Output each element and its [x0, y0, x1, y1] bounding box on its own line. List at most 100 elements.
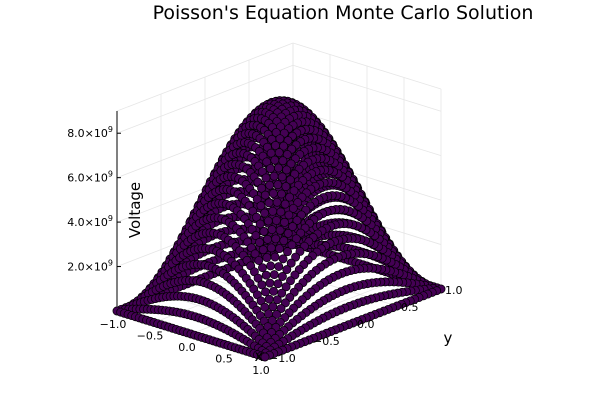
- z-tick-label: 6.0×109: [67, 170, 113, 185]
- data-point: [262, 157, 272, 167]
- data-point: [270, 252, 280, 262]
- data-point: [276, 207, 286, 217]
- data-point: [256, 201, 266, 211]
- data-point: [282, 265, 292, 275]
- data-point: [286, 258, 296, 268]
- data-point: [287, 240, 297, 250]
- data-point: [259, 226, 269, 236]
- data-point: [291, 234, 301, 244]
- data-point: [281, 182, 291, 191]
- tick-labels: −1.0 −1.0 −0.5 −0.5 0.0 0.0 0.5 0.5 1.0 1.0 2.0×10…: [67, 125, 462, 377]
- grid-line: [292, 109, 442, 157]
- data-point: [280, 199, 290, 209]
- data-point: [264, 294, 274, 304]
- data-point: [285, 175, 295, 185]
- data-point: [281, 282, 291, 292]
- data-point: [274, 244, 284, 254]
- data-point: [269, 171, 279, 181]
- y-tick-label: 0.0: [357, 318, 375, 331]
- data-point: [277, 272, 287, 281]
- data-point: [266, 243, 276, 253]
- data-point: [269, 286, 279, 296]
- data-point: [284, 210, 294, 220]
- data-point: [254, 256, 264, 265]
- z-tick-label: 8.0×109: [67, 125, 113, 140]
- x-tick-label: −0.5: [137, 330, 164, 343]
- grid-line: [292, 64, 442, 112]
- data-point: [270, 155, 280, 165]
- data-point: [268, 206, 278, 216]
- data-point: [288, 222, 298, 232]
- z-tick-label: 4.0×109: [67, 214, 113, 229]
- data-point: [269, 270, 279, 280]
- data-point: [288, 203, 298, 213]
- data-point: [262, 253, 272, 262]
- chart-title: Poisson's Equation Monte Carlo Solution: [153, 2, 534, 24]
- data-point: [292, 215, 302, 225]
- data-point: [255, 237, 264, 247]
- data-point: [255, 219, 265, 229]
- x-axis-label: x: [255, 347, 264, 365]
- data-point: [265, 164, 275, 173]
- data-point: [279, 236, 289, 246]
- x-tick-label: 0.0: [178, 341, 196, 354]
- data-point: [263, 216, 273, 226]
- data-point: [253, 273, 263, 283]
- data-point: [286, 159, 296, 169]
- z-axis-label: Voltage: [126, 182, 144, 238]
- data-point: [252, 212, 261, 222]
- data-point: [263, 234, 273, 244]
- data-point: [257, 280, 267, 290]
- data-point: [268, 302, 278, 312]
- y-tick-label: −1.0: [269, 352, 296, 365]
- data-point: [250, 249, 260, 259]
- x-tick-label: 0.5: [215, 353, 233, 366]
- data-point: [261, 287, 270, 297]
- data-point: [264, 198, 274, 208]
- grid-line: [116, 42, 294, 112]
- data-point: [261, 173, 271, 183]
- data-point: [293, 198, 303, 207]
- data-point: [273, 279, 283, 289]
- data-point: [283, 247, 292, 257]
- data-point: [277, 189, 286, 199]
- data-point: [260, 352, 270, 362]
- data-point: [267, 225, 277, 235]
- data-point: [260, 208, 270, 218]
- data-point: [265, 180, 275, 190]
- data-point: [266, 261, 276, 271]
- grid-line: [116, 64, 294, 134]
- data-point: [289, 186, 299, 196]
- x-tick-label: −1.0: [100, 318, 127, 331]
- y-tick-label: −0.5: [313, 335, 340, 348]
- data-point: [273, 180, 283, 190]
- data-point: [291, 252, 301, 262]
- data-point: [258, 263, 267, 273]
- data-point: [277, 172, 287, 182]
- data-point: [265, 278, 275, 288]
- data-point: [251, 231, 261, 240]
- z-tick-label: 2.0×109: [67, 259, 113, 274]
- data-point: [283, 228, 293, 238]
- data-point: [278, 156, 288, 166]
- data-point: [258, 245, 268, 255]
- data-point: [278, 254, 288, 264]
- data-point: [268, 188, 278, 198]
- data-point: [266, 148, 276, 158]
- data-point: [260, 190, 270, 200]
- y-tick-label: 1.0: [445, 284, 463, 297]
- grid-line: [292, 42, 442, 90]
- data-point: [274, 148, 284, 158]
- data-point: [285, 192, 295, 202]
- data-point: [274, 163, 283, 173]
- y-tick-label: 0.5: [401, 301, 419, 314]
- x-tick-label: 1.0: [252, 364, 270, 377]
- data-point: [261, 270, 271, 280]
- data-point: [271, 216, 281, 225]
- data-point: [271, 234, 281, 244]
- data-point: [274, 262, 284, 271]
- data-point: [257, 183, 267, 193]
- data-point: [275, 225, 285, 235]
- data-point: [272, 197, 282, 207]
